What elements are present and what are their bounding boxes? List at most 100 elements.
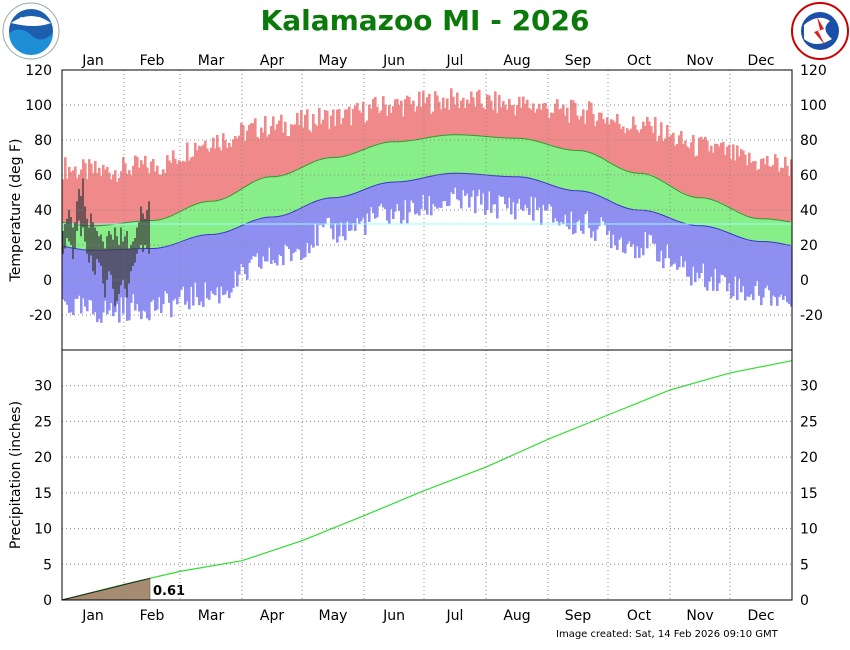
record-low-bar bbox=[284, 215, 287, 245]
normal-range-bar bbox=[254, 181, 257, 221]
normal-range-bar bbox=[328, 157, 331, 199]
record-low-bar bbox=[736, 235, 739, 301]
normal-range-bar bbox=[226, 197, 229, 233]
normal-range-bar bbox=[786, 221, 789, 245]
record-low-bar bbox=[510, 176, 513, 215]
month-label-top: Oct bbox=[627, 53, 652, 69]
precip-y-tick-right: 0 bbox=[800, 593, 809, 609]
normal-range-bar bbox=[606, 160, 609, 200]
record-high-bar bbox=[124, 163, 127, 223]
normal-range-bar bbox=[352, 154, 355, 195]
normal-range-bar bbox=[780, 220, 783, 244]
observed-day-bar bbox=[120, 227, 122, 286]
record-high-bar bbox=[528, 108, 531, 140]
record-low-bar bbox=[98, 250, 101, 319]
record-high-bar bbox=[390, 113, 393, 142]
record-low-bar bbox=[758, 241, 761, 296]
normal-range-bar bbox=[532, 139, 535, 179]
record-high-bar bbox=[318, 107, 321, 161]
record-high-bar bbox=[604, 123, 607, 160]
observed-day-bar bbox=[92, 222, 94, 272]
normal-range-bar bbox=[354, 153, 357, 194]
record-low-bar bbox=[568, 189, 571, 230]
normal-range-bar bbox=[302, 167, 305, 208]
normal-range-bar bbox=[172, 215, 175, 245]
normal-range-bar bbox=[636, 173, 639, 210]
normal-range-bar bbox=[262, 178, 265, 219]
normal-range-bar bbox=[300, 168, 303, 209]
normal-range-bar bbox=[502, 137, 505, 177]
record-low-bar bbox=[772, 242, 775, 296]
record-low-bar bbox=[148, 248, 151, 321]
record-low-bar bbox=[186, 239, 189, 302]
normal-range-bar bbox=[380, 143, 383, 184]
record-high-bar bbox=[766, 155, 769, 219]
normal-range-bar bbox=[360, 151, 363, 192]
record-low-bar bbox=[580, 190, 583, 231]
observed-day-bar bbox=[110, 234, 112, 275]
record-high-bar bbox=[184, 161, 187, 210]
record-high-bar bbox=[550, 112, 553, 146]
normal-range-bar bbox=[280, 175, 283, 217]
record-low-bar bbox=[646, 210, 649, 249]
record-low-bar bbox=[70, 247, 73, 313]
record-low-bar bbox=[252, 221, 255, 256]
record-low-bar bbox=[322, 199, 325, 228]
record-low-bar bbox=[220, 233, 223, 287]
observed-day-bar bbox=[126, 231, 128, 298]
normal-range-bar bbox=[598, 156, 601, 196]
observed-day-bar bbox=[74, 222, 76, 249]
normal-range-bar bbox=[628, 171, 631, 209]
normal-range-bar bbox=[164, 218, 167, 248]
normal-range-bar bbox=[522, 138, 525, 177]
record-high-bar bbox=[148, 173, 151, 221]
record-high-bar bbox=[764, 164, 767, 219]
normal-range-bar bbox=[648, 174, 651, 211]
record-low-bar bbox=[652, 211, 655, 244]
record-high-bar bbox=[156, 165, 159, 221]
normal-range-bar bbox=[756, 218, 759, 242]
record-low-bar bbox=[228, 231, 231, 299]
record-low-bar bbox=[518, 176, 521, 199]
normal-range-bar bbox=[210, 201, 213, 235]
record-high-bar bbox=[674, 145, 677, 189]
record-high-bar bbox=[736, 145, 739, 212]
record-low-bar bbox=[184, 240, 187, 305]
record-high-bar bbox=[68, 167, 71, 224]
record-high-bar bbox=[114, 170, 117, 225]
record-high-bar bbox=[478, 89, 481, 136]
record-low-bar bbox=[628, 208, 631, 242]
temp-y-tick-right: 80 bbox=[800, 133, 818, 149]
record-low-bar bbox=[68, 247, 71, 313]
record-low-bar bbox=[430, 176, 433, 216]
normal-range-bar bbox=[204, 201, 207, 235]
normal-range-bar bbox=[496, 137, 499, 176]
normal-range-bar bbox=[376, 144, 379, 186]
record-high-bar bbox=[158, 174, 161, 221]
record-low-bar bbox=[400, 181, 403, 224]
record-high-bar bbox=[98, 167, 101, 226]
record-high-bar bbox=[288, 136, 291, 174]
record-high-bar bbox=[584, 123, 587, 152]
record-high-bar bbox=[404, 99, 407, 142]
record-low-bar bbox=[62, 245, 65, 300]
normal-range-bar bbox=[180, 211, 183, 243]
record-low-bar bbox=[138, 248, 141, 312]
observed-day-bar bbox=[132, 241, 134, 266]
observed-precip-line bbox=[61, 577, 151, 601]
record-low-bar bbox=[360, 191, 363, 222]
normal-range-bar bbox=[384, 142, 387, 184]
record-low-bar bbox=[324, 198, 327, 224]
record-high-bar bbox=[780, 167, 783, 221]
observed-day-bar bbox=[82, 178, 84, 228]
record-high-bar bbox=[64, 157, 67, 223]
record-low-bar bbox=[468, 173, 471, 208]
record-high-bar bbox=[396, 98, 399, 142]
normal-range-bar bbox=[198, 203, 201, 237]
observed-day-bar bbox=[122, 241, 124, 280]
normal-range-bar bbox=[534, 140, 537, 180]
record-low-bar bbox=[700, 225, 703, 273]
normal-range-bar bbox=[464, 134, 467, 174]
record-high-bar bbox=[436, 95, 439, 137]
record-high-bar bbox=[228, 142, 231, 197]
